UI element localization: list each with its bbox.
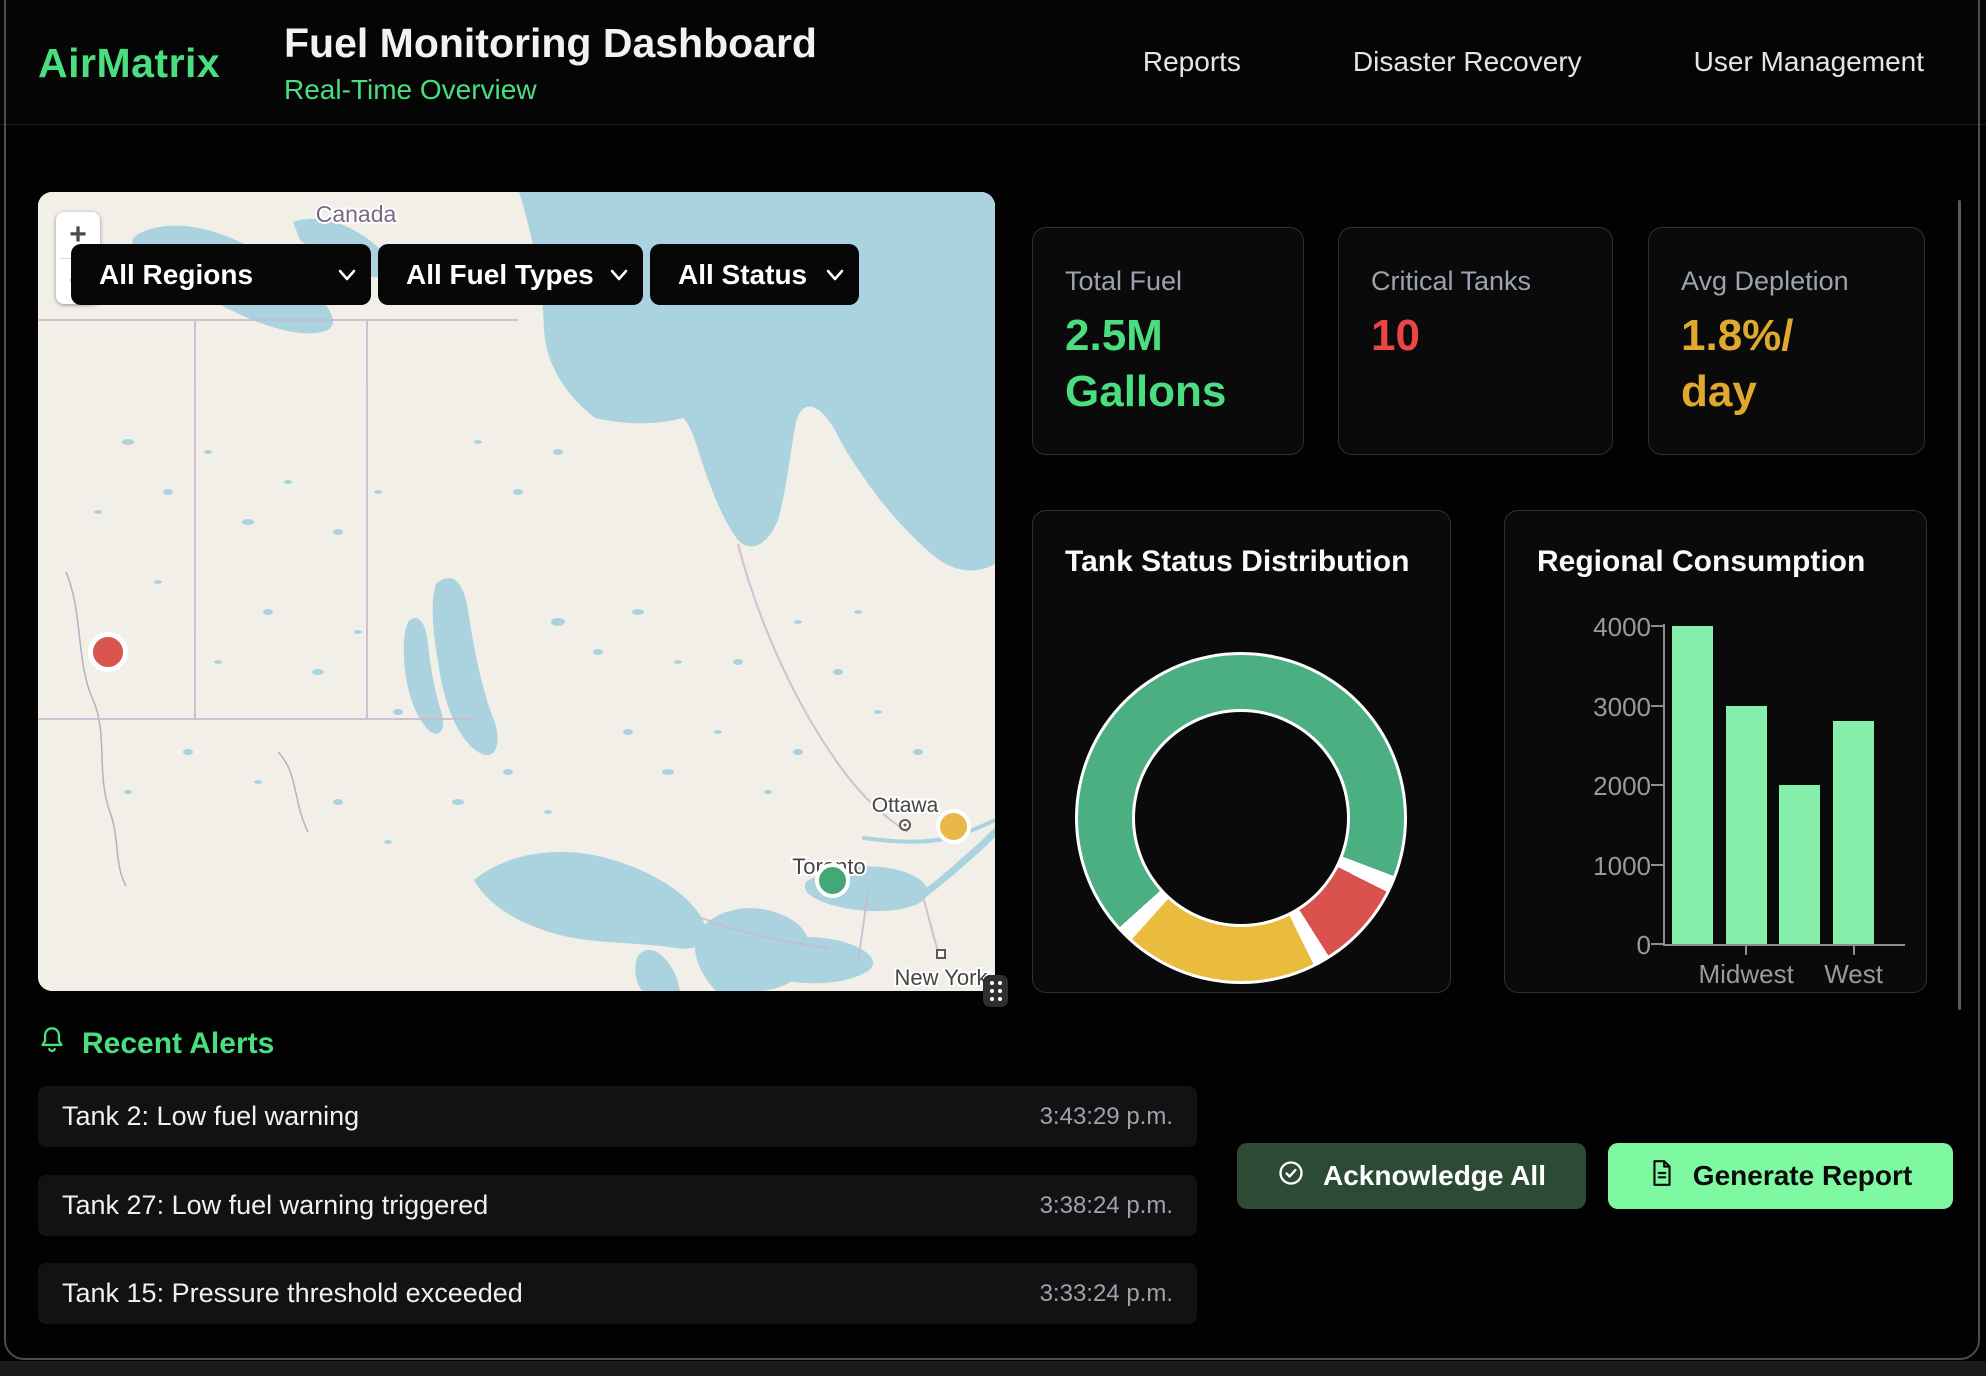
y-tick-label: 3000 (1561, 692, 1651, 723)
x-tick-label: West (1794, 959, 1914, 990)
bell-icon (38, 1026, 66, 1061)
alert-list-item[interactable]: Tank 15: Pressure threshold exceeded 3:3… (38, 1263, 1197, 1324)
alert-message: Tank 15: Pressure threshold exceeded (62, 1278, 523, 1309)
stat-label: Total Fuel (1065, 266, 1182, 297)
stat-card-total-fuel: Total Fuel 2.5M Gallons (1032, 227, 1304, 455)
generate-report-button[interactable]: Generate Report (1608, 1143, 1953, 1209)
page-subtitle: Real-Time Overview (284, 74, 537, 106)
acknowledge-all-button[interactable]: Acknowledge All (1237, 1143, 1586, 1209)
stat-card-avg-depletion: Avg Depletion 1.8%/ day (1648, 227, 1925, 455)
y-tick-label: 4000 (1561, 612, 1651, 643)
y-tick-mark (1651, 943, 1663, 945)
brand-logo[interactable]: AirMatrix (38, 40, 220, 87)
tank-marker-normal[interactable] (815, 863, 850, 898)
x-tick-mark (1745, 946, 1747, 955)
tank-marker-critical[interactable] (88, 632, 128, 672)
y-tick-mark (1651, 784, 1663, 786)
chart-title: Tank Status Distribution (1065, 545, 1409, 579)
donut-chart (1075, 652, 1407, 984)
y-tick-label: 1000 (1561, 851, 1651, 882)
x-axis-line (1663, 944, 1905, 946)
nav-item-disaster-recovery[interactable]: Disaster Recovery (1353, 46, 1582, 78)
document-icon (1649, 1159, 1675, 1194)
alert-time: 3:43:29 p.m. (1040, 1103, 1173, 1131)
fuel-type-filter-value: All Fuel Types (378, 259, 594, 291)
button-label: Generate Report (1693, 1160, 1912, 1192)
alert-time: 3:38:24 p.m. (1040, 1192, 1173, 1220)
recent-alerts-title: Recent Alerts (82, 1027, 274, 1061)
scrollbar-thumb[interactable] (1958, 200, 1961, 1010)
recent-alerts-header: Recent Alerts (38, 1026, 274, 1061)
tank-marker-warning[interactable] (936, 809, 971, 844)
header: AirMatrix Fuel Monitoring Dashboard Real… (0, 0, 1986, 125)
y-axis-line (1663, 624, 1665, 944)
x-tick-label: Midwest (1686, 959, 1806, 990)
dashboard-root: AirMatrix Fuel Monitoring Dashboard Real… (0, 0, 1986, 1376)
map-filters: All Regions All Fuel Types All Status (71, 244, 859, 305)
alert-message: Tank 2: Low fuel warning (62, 1101, 359, 1132)
alert-list-item[interactable]: Tank 27: Low fuel warning triggered 3:38… (38, 1175, 1197, 1236)
bar-4 (1833, 721, 1874, 944)
y-tick-mark (1651, 705, 1663, 707)
regional-consumption-chart-card: Regional Consumption 01000200030004000Mi… (1504, 510, 1927, 993)
chevron-down-icon (337, 268, 351, 282)
stat-value: 10 (1371, 308, 1420, 364)
resize-grip-icon[interactable] (983, 975, 1008, 1007)
button-label: Acknowledge All (1323, 1160, 1546, 1192)
chevron-down-icon (825, 268, 839, 282)
bar-chart-plot: 0 1000 2000 3000 4000 MidwestWest (1505, 511, 1928, 994)
stat-value: 2.5M Gallons (1065, 308, 1226, 420)
region-filter-dropdown[interactable]: All Regions (71, 244, 371, 305)
chevron-down-icon (609, 268, 623, 282)
status-filter-value: All Status (650, 259, 807, 291)
y-tick-label: 2000 (1561, 771, 1651, 802)
tank-status-chart-card: Tank Status Distribution (1032, 510, 1451, 993)
alert-list-item[interactable]: Tank 2: Low fuel warning 3:43:29 p.m. (38, 1086, 1197, 1147)
alert-message: Tank 27: Low fuel warning triggered (62, 1190, 488, 1221)
alert-time: 3:33:24 p.m. (1040, 1280, 1173, 1308)
region-filter-value: All Regions (71, 259, 253, 291)
fuel-type-filter-dropdown[interactable]: All Fuel Types (378, 244, 643, 305)
x-tick-mark (1853, 946, 1855, 955)
map-label-canada: Canada (316, 201, 397, 227)
main-nav: Reports Disaster Recovery User Managemen… (1143, 0, 1924, 124)
y-tick-label: 0 (1561, 930, 1651, 961)
map-label-ottawa: Ottawa (872, 794, 939, 817)
donut-hole (1135, 712, 1347, 924)
nav-item-user-management[interactable]: User Management (1694, 46, 1924, 78)
map-label-new-york: New York (895, 965, 989, 990)
bar-1 (1672, 626, 1713, 944)
check-circle-icon (1277, 1159, 1305, 1194)
bar-3 (1779, 785, 1820, 944)
nav-item-reports[interactable]: Reports (1143, 46, 1241, 78)
footer-strip (0, 1361, 1986, 1376)
bar-2 (1726, 706, 1767, 945)
stat-label: Avg Depletion (1681, 266, 1849, 297)
stat-value: 1.8%/ day (1681, 308, 1794, 420)
y-tick-mark (1651, 625, 1663, 627)
stat-label: Critical Tanks (1371, 266, 1531, 297)
status-filter-dropdown[interactable]: All Status (650, 244, 859, 305)
map[interactable]: Canada Ottawa Toronto New York + − All R… (38, 192, 995, 991)
map-canvas: Canada Ottawa Toronto New York (38, 192, 995, 991)
stat-card-critical-tanks: Critical Tanks 10 (1338, 227, 1613, 455)
page-title: Fuel Monitoring Dashboard (284, 20, 817, 67)
y-tick-mark (1651, 864, 1663, 866)
